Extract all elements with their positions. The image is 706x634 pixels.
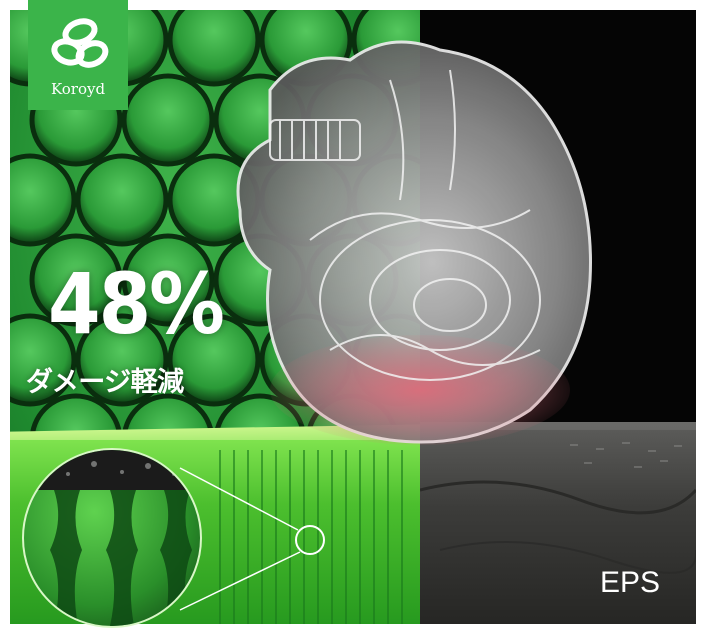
skull-xray-image xyxy=(236,40,592,445)
eps-label: EPS xyxy=(600,566,661,599)
logo-wordmark: Koroyd xyxy=(50,80,106,98)
eps-block xyxy=(419,430,696,624)
koroyd-logo: Koroyd xyxy=(28,0,128,110)
zoom-inset-texture xyxy=(24,450,200,626)
eps-texture xyxy=(419,442,696,574)
damage-reduction-value: 48% xyxy=(48,255,225,353)
zoom-inset-circle xyxy=(22,448,202,628)
damage-reduction-caption: ダメージ軽減 xyxy=(26,367,184,398)
koroyd-loops-icon xyxy=(51,18,109,68)
